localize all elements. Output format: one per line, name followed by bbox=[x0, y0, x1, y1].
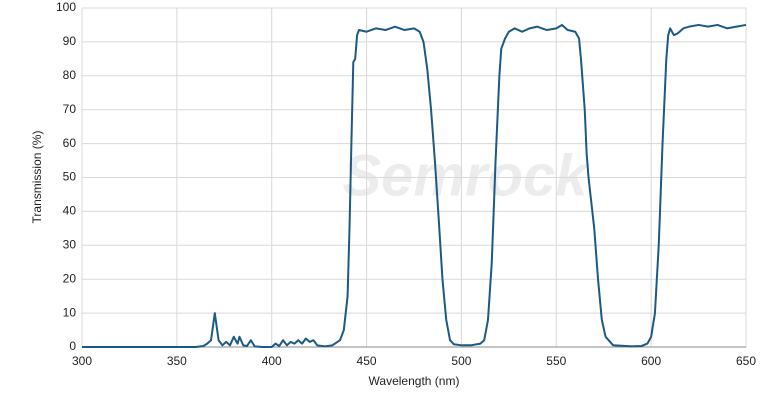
x-axis-title: Wavelength (nm) bbox=[369, 374, 460, 388]
x-tick-label: 400 bbox=[262, 354, 282, 368]
x-tick-label: 350 bbox=[167, 354, 187, 368]
y-tick-label: 80 bbox=[63, 68, 77, 82]
y-axis-title: Transmission (%) bbox=[30, 131, 44, 224]
x-tick-label: 550 bbox=[546, 354, 566, 368]
x-tick-label: 300 bbox=[72, 354, 92, 368]
y-tick-label: 60 bbox=[63, 136, 77, 150]
y-tick-label: 0 bbox=[69, 339, 76, 353]
y-tick-label: 90 bbox=[63, 34, 77, 48]
y-tick-label: 20 bbox=[63, 271, 77, 285]
x-tick-label: 500 bbox=[451, 354, 471, 368]
y-tick-label: 10 bbox=[63, 305, 77, 319]
data-line bbox=[82, 23, 747, 348]
y-tick-label: 50 bbox=[63, 170, 77, 184]
watermark: Semrock bbox=[342, 143, 590, 208]
x-tick-label: 650 bbox=[736, 354, 756, 368]
y-tick-label: 70 bbox=[63, 102, 77, 116]
y-tick-label: 30 bbox=[63, 237, 77, 251]
y-tick-label: 40 bbox=[63, 204, 77, 218]
y-tick-label: 100 bbox=[56, 0, 76, 14]
x-tick-label: 450 bbox=[357, 354, 377, 368]
x-tick-label: 600 bbox=[641, 354, 661, 368]
